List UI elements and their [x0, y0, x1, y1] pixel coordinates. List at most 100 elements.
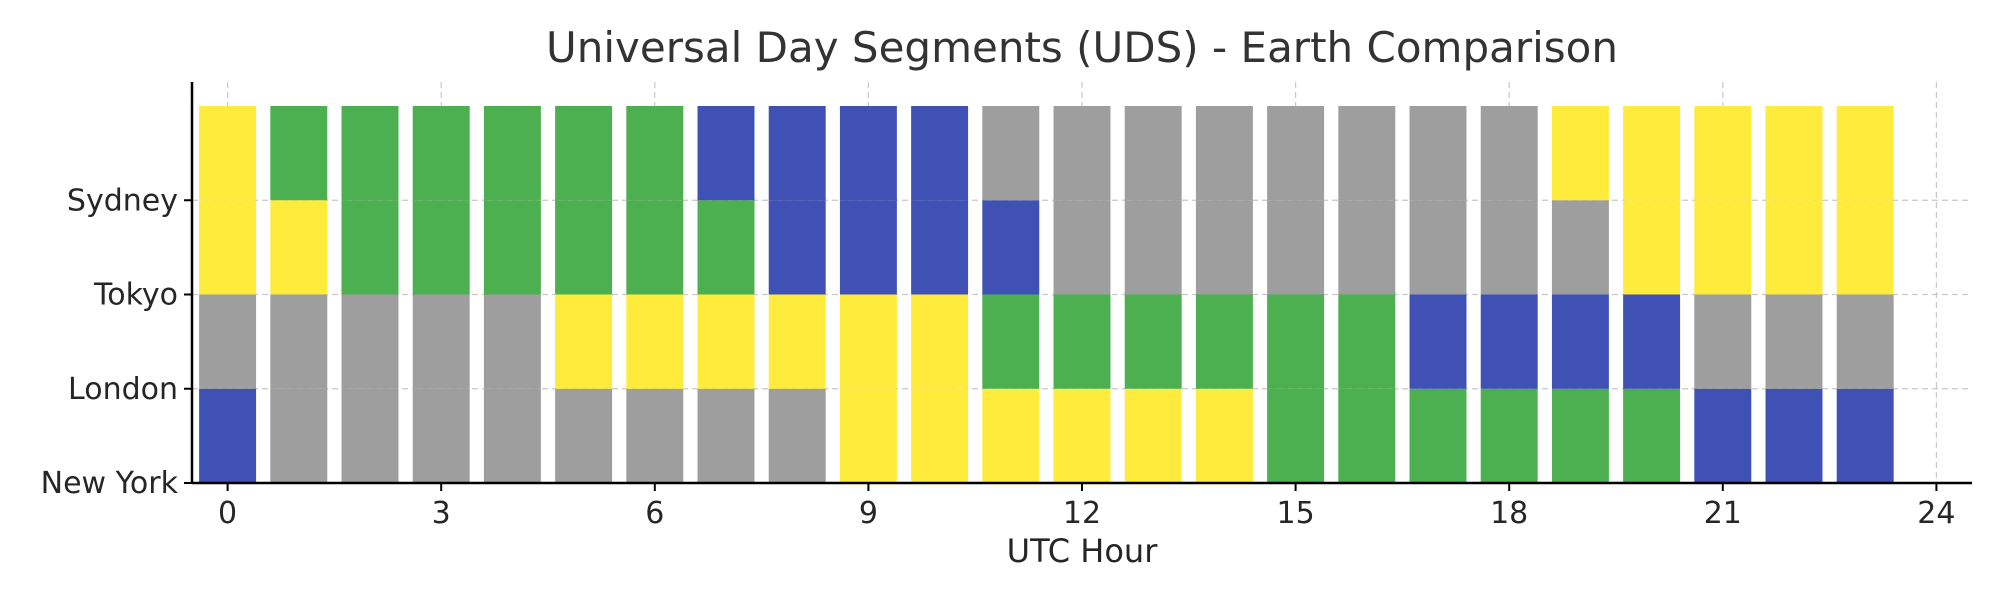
bar-segment — [1053, 200, 1111, 295]
bar-segment — [1765, 106, 1823, 201]
bar-segment — [1195, 200, 1253, 295]
bar-segment — [1551, 200, 1609, 295]
bar-segment — [199, 200, 257, 295]
x-tick-label: 6 — [645, 496, 664, 531]
x-tick-label: 24 — [1917, 496, 1955, 531]
bar-segment — [1694, 106, 1752, 201]
bar-segment — [911, 106, 969, 201]
bar-segment — [1338, 294, 1396, 389]
bar-segment — [626, 294, 684, 389]
bar-segment — [982, 294, 1040, 389]
bar-segment — [1053, 106, 1111, 201]
bar-segment — [1267, 200, 1325, 295]
axes: 0 3 6 9 12 15 18 21 24 New York London Tokyo Sydney — [41, 82, 1972, 531]
bar-segment — [626, 388, 684, 483]
bar-segment — [911, 388, 969, 483]
x-tick-label: 15 — [1277, 496, 1315, 531]
bar-segment — [341, 388, 399, 483]
bar-segment — [982, 200, 1040, 295]
bar-segment — [1623, 294, 1681, 389]
bar-segment — [1338, 200, 1396, 295]
bar-segment — [1480, 388, 1538, 483]
bar-segment — [982, 388, 1040, 483]
bar-segment — [1053, 388, 1111, 483]
bar-segment — [1480, 106, 1538, 201]
bar-segment — [839, 106, 897, 201]
bars — [199, 106, 1894, 483]
bar-segment — [1836, 294, 1894, 389]
bar-segment — [697, 200, 755, 295]
bar-segment — [270, 294, 328, 389]
bar-segment — [1195, 294, 1253, 389]
bar-segment — [412, 106, 470, 201]
bar-segment — [1623, 200, 1681, 295]
bar-segment — [839, 200, 897, 295]
bar-segment — [1124, 294, 1182, 389]
x-tick-label: 0 — [218, 496, 237, 531]
bar-segment — [199, 388, 257, 483]
bar-segment — [555, 388, 613, 483]
bar-segment — [1551, 294, 1609, 389]
bar-segment — [270, 388, 328, 483]
bar-segment — [270, 200, 328, 295]
bar-segment — [1338, 106, 1396, 201]
bar-segment — [1267, 388, 1325, 483]
x-axis-label: UTC Hour — [1007, 532, 1159, 570]
bar-segment — [768, 200, 826, 295]
bar-segment — [199, 294, 257, 389]
bar-segment — [911, 200, 969, 295]
bar-segment — [1124, 200, 1182, 295]
bar-segment — [1623, 106, 1681, 201]
x-tick-label: 9 — [859, 496, 878, 531]
x-tick-label: 18 — [1490, 496, 1528, 531]
bar-segment — [483, 200, 541, 295]
bar-segment — [1267, 106, 1325, 201]
bar-segment — [1836, 106, 1894, 201]
bar-segment — [341, 106, 399, 201]
bar-segment — [768, 388, 826, 483]
bar-segment — [555, 294, 613, 389]
bar-segment — [1765, 200, 1823, 295]
x-tick-label: 3 — [432, 496, 451, 531]
y-tick-label: Tokyo — [93, 278, 178, 313]
x-tick-label: 12 — [1063, 496, 1101, 531]
bar-segment — [768, 294, 826, 389]
chart-title: Universal Day Segments (UDS) - Earth Com… — [546, 23, 1618, 72]
bar-segment — [1836, 388, 1894, 483]
bar-segment — [341, 200, 399, 295]
bar-segment — [341, 294, 399, 389]
bar-segment — [1409, 294, 1467, 389]
bar-segment — [768, 106, 826, 201]
bar-segment — [982, 106, 1040, 201]
bar-segment — [1480, 294, 1538, 389]
bar-segment — [412, 200, 470, 295]
bar-segment — [1195, 388, 1253, 483]
bar-segment — [483, 294, 541, 389]
bar-segment — [1480, 200, 1538, 295]
bar-segment — [626, 106, 684, 201]
bar-segment — [483, 106, 541, 201]
bar-segment — [1623, 388, 1681, 483]
bar-segment — [1409, 388, 1467, 483]
bar-segment — [911, 294, 969, 389]
bar-segment — [1338, 388, 1396, 483]
bar-segment — [839, 294, 897, 389]
y-tick-label: New York — [41, 466, 179, 501]
bar-segment — [1551, 106, 1609, 201]
bar-segment — [1267, 294, 1325, 389]
bar-segment — [839, 388, 897, 483]
bar-segment — [697, 294, 755, 389]
bar-segment — [1124, 388, 1182, 483]
bar-segment — [1124, 106, 1182, 201]
bar-segment — [697, 388, 755, 483]
bar-segment — [1409, 106, 1467, 201]
bar-segment — [555, 106, 613, 201]
bar-segment — [1551, 388, 1609, 483]
x-tick-label: 21 — [1704, 496, 1742, 531]
bar-segment — [1195, 106, 1253, 201]
bar-segment — [412, 294, 470, 389]
bar-segment — [1836, 200, 1894, 295]
bar-segment — [555, 200, 613, 295]
bar-segment — [1694, 200, 1752, 295]
